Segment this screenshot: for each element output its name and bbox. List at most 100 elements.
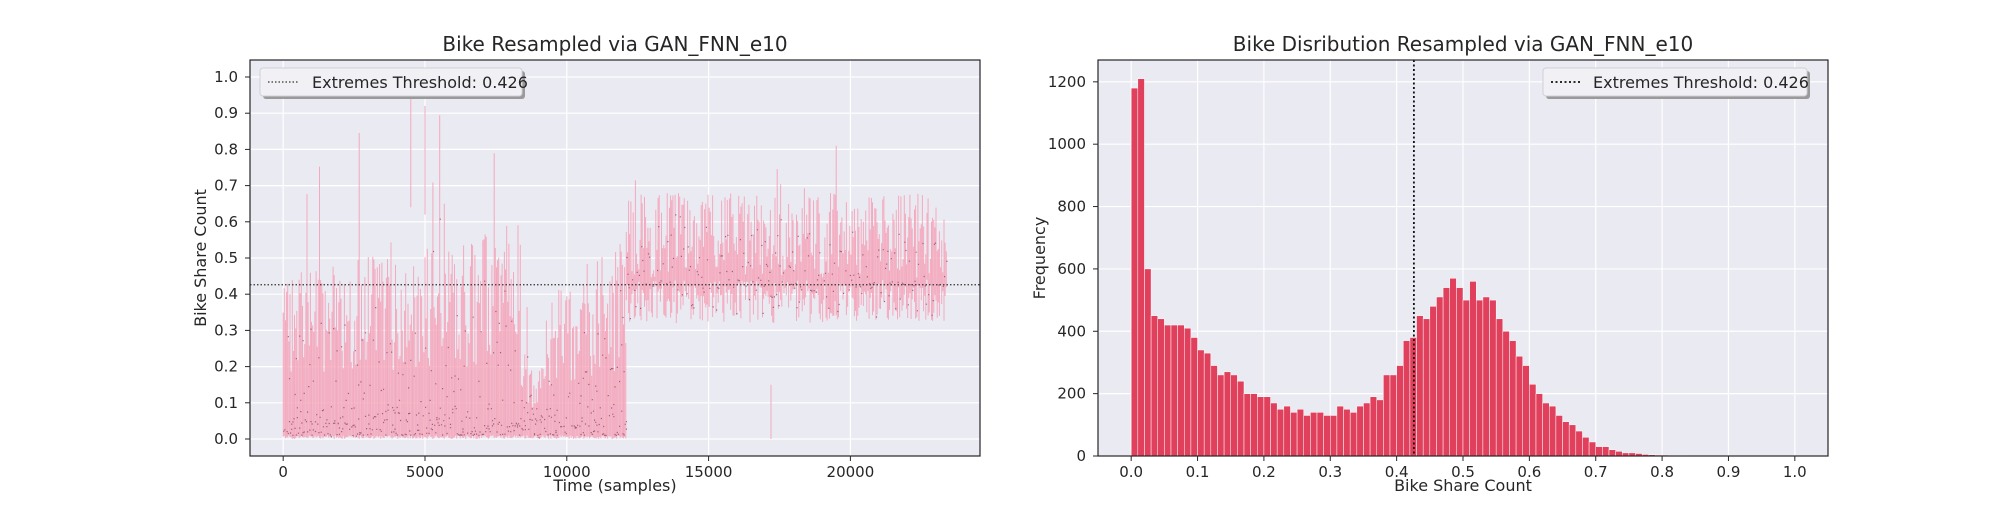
histogram-bar [1344, 409, 1351, 456]
timeseries-y-tick-label: 0.0 [214, 430, 238, 448]
histogram-bar [1390, 375, 1397, 456]
histogram-bar [1217, 375, 1224, 456]
histogram-bar [1543, 403, 1550, 456]
histogram-bar [1171, 325, 1178, 456]
histogram-bar [1330, 415, 1337, 456]
timeseries-x-axis-label: Time (samples) [552, 476, 676, 495]
histogram-bar [1151, 316, 1158, 456]
histogram-title: Bike Disribution Resampled via GAN_FNN_e… [1233, 32, 1693, 56]
timeseries-y-tick-label: 0.8 [214, 140, 238, 158]
histogram-bar [1257, 397, 1264, 456]
histogram-y-tick-label: 1000 [1048, 135, 1086, 153]
histogram-x-tick-label: 0.9 [1717, 463, 1741, 481]
histogram-x-tick-label: 0.1 [1186, 463, 1210, 481]
histogram-bar [1383, 375, 1390, 456]
timeseries-y-tick-label: 0.4 [214, 285, 238, 303]
histogram-bar [1582, 437, 1589, 456]
histogram-bar [1516, 356, 1523, 456]
histogram-bar [1476, 300, 1483, 456]
histogram-bar [1363, 403, 1370, 456]
histogram-bar [1616, 451, 1623, 456]
histogram-bar [1138, 79, 1145, 456]
histogram-bar [1443, 288, 1450, 456]
histogram-bar [1397, 366, 1404, 456]
histogram-bar [1271, 403, 1278, 456]
histogram-bar [1576, 431, 1583, 456]
timeseries-x-tick-label: 0 [278, 463, 288, 481]
histogram-bar [1609, 450, 1616, 456]
histogram-bar [1277, 409, 1284, 456]
timeseries-x-tick-label: 5000 [406, 463, 444, 481]
histogram-bar [1191, 338, 1198, 456]
timeseries-x-tick-label: 15000 [685, 463, 733, 481]
timeseries-y-axis-label: Bike Share Count [191, 189, 210, 327]
histogram-y-tick-label: 0 [1076, 447, 1086, 465]
histogram-x-tick-label: 0.7 [1584, 463, 1608, 481]
histogram-bar [1370, 397, 1377, 456]
timeseries-x-tick-label: 20000 [827, 463, 875, 481]
histogram-y-tick-label: 400 [1057, 322, 1086, 340]
histogram-bar [1602, 447, 1609, 456]
timeseries-y-tick-label: 0.7 [214, 177, 238, 195]
histogram-bar [1563, 422, 1570, 456]
histogram-bar [1310, 412, 1317, 456]
histogram-bar [1224, 372, 1231, 456]
histogram-bar [1264, 397, 1271, 456]
histogram-bar [1204, 353, 1211, 456]
histogram-bar [1178, 325, 1185, 456]
histogram-x-axis-label: Bike Share Count [1394, 476, 1532, 495]
histogram-y-tick-label: 600 [1057, 260, 1086, 278]
histogram-bar [1350, 412, 1357, 456]
histogram-y-tick-label: 200 [1057, 385, 1086, 403]
histogram-bar [1483, 297, 1490, 456]
histogram-x-tick-label: 0.8 [1650, 463, 1674, 481]
histogram-y-tick-label: 1200 [1048, 73, 1086, 91]
timeseries-y-tick-label: 0.3 [214, 321, 238, 339]
histogram-x-tick-label: 1.0 [1783, 463, 1807, 481]
histogram-bar [1164, 325, 1171, 456]
histogram-x-tick-label: 0.3 [1318, 463, 1342, 481]
histogram-bar [1131, 88, 1138, 456]
histogram-bar [1589, 442, 1596, 456]
histogram-bar [1403, 341, 1410, 456]
histogram-x-tick-label: 0.0 [1119, 463, 1143, 481]
timeseries-title: Bike Resampled via GAN_FNN_e10 [442, 32, 787, 56]
histogram-legend: Extremes Threshold: 0.426 [1543, 68, 1810, 99]
timeseries-y-tick-label: 1.0 [214, 68, 238, 86]
histogram-bar [1450, 278, 1457, 456]
timeseries-y-tick-label: 0.9 [214, 104, 238, 122]
histogram-bar [1290, 412, 1297, 456]
histogram-bar [1463, 300, 1470, 456]
histogram-bar [1297, 409, 1304, 456]
histogram-bar [1556, 415, 1563, 456]
histogram-legend-label: Extremes Threshold: 0.426 [1593, 73, 1809, 92]
histogram-bar [1529, 384, 1536, 456]
histogram-bar [1237, 381, 1244, 456]
histogram-bar [1231, 375, 1238, 456]
timeseries-y-tick-label: 0.5 [214, 249, 238, 267]
histogram-bar [1158, 319, 1165, 456]
histogram-bar [1211, 366, 1218, 456]
histogram-bar [1423, 319, 1430, 456]
histogram-bar [1430, 306, 1437, 456]
histogram-bar [1536, 394, 1543, 456]
timeseries-legend-label: Extremes Threshold: 0.426 [312, 73, 528, 92]
histogram-bar [1523, 366, 1530, 456]
histogram-x-tick-label: 0.2 [1252, 463, 1276, 481]
histogram-bar [1377, 400, 1384, 456]
timeseries-y-tick-label: 0.2 [214, 358, 238, 376]
histogram-bar [1417, 316, 1424, 456]
histogram-bar [1198, 350, 1205, 456]
histogram-bar [1503, 331, 1510, 456]
histogram-bar [1324, 415, 1331, 456]
timeseries-y-tick-label: 0.1 [214, 394, 238, 412]
histogram-bar [1456, 288, 1463, 456]
histogram-bar [1436, 297, 1443, 456]
histogram-bar [1144, 269, 1151, 456]
histogram-bar [1337, 406, 1344, 456]
histogram-bar [1357, 406, 1364, 456]
histogram-bar [1569, 425, 1576, 456]
